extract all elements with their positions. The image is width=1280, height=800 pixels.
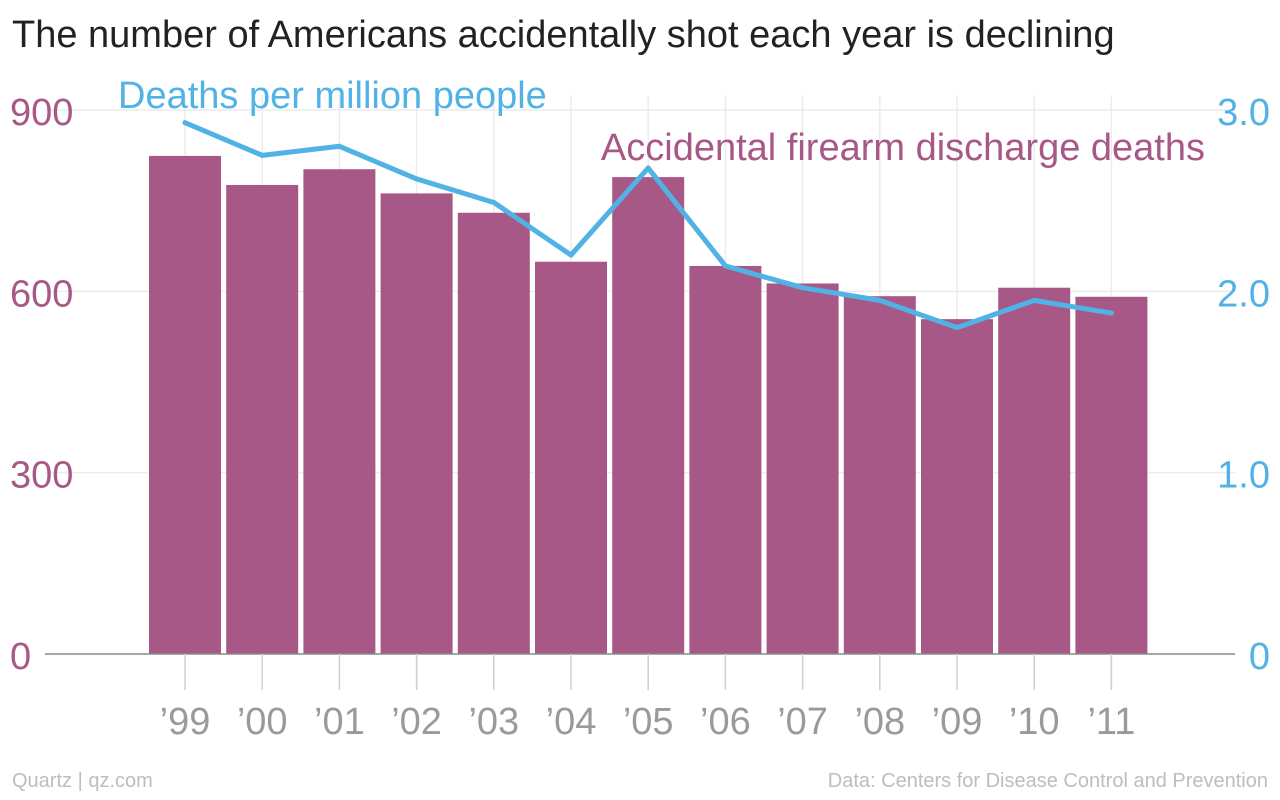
bar [612,177,685,655]
y-axis-left-tick-label: 0 [10,636,31,678]
line-point [800,285,806,291]
x-axis-tick-label: ’10 [1009,701,1060,743]
x-axis-tick-label: ’04 [546,701,597,743]
line-point [414,176,420,182]
line-point [877,297,883,303]
y-axis-right-tick-label: 0 [1249,636,1270,678]
bar [689,265,762,654]
x-axis-tick-label: ’02 [391,701,442,743]
bar-series [149,155,1148,655]
y-axis-left-labels: 0 300 600 900 [10,92,73,678]
line-series [182,120,1114,331]
line-point [336,143,342,149]
x-axis-tick-label: ’06 [700,701,751,743]
y-axis-right-tick-label: 3.0 [1217,92,1270,134]
y-axis-right-tick-label: 1.0 [1217,455,1270,497]
line-point [182,120,188,126]
bar [921,319,993,654]
x-axis-tick-label: ’00 [237,701,288,743]
y-axis-left-tick-label: 300 [10,455,73,497]
bar [535,261,607,654]
x-axis-labels: ’99 ’00 ’01 ’02 ’03 ’04 ’05 ’06 ’07 ’08 ’09 ’10 ’11 [160,701,1136,743]
line-point [259,152,265,158]
line-point [722,263,728,269]
bar [149,155,221,654]
x-axis-tick-label: ’08 [854,701,905,743]
y-axis-left-tick-label: 600 [10,273,73,315]
chart-title: The number of Americans accidentally sho… [12,14,1115,56]
line-point [954,325,960,331]
footer-source: Quartz | qz.com [12,770,153,792]
bar [843,296,916,654]
line-point [1108,310,1114,316]
x-axis-tick-label: ’07 [777,701,828,743]
bar [380,193,453,654]
line-point [645,165,651,171]
y-axis-left-tick-label: 900 [10,92,73,134]
bar [766,283,839,654]
x-axis-ticks [184,654,1113,690]
line-point [1031,297,1037,303]
x-axis-tick-label: ’11 [1087,701,1135,743]
x-axis-tick-label: ’01 [314,701,365,743]
footer-data-credit: Data: Centers for Disease Control and Pr… [827,770,1268,792]
line-point [568,252,574,258]
bar [457,212,530,654]
x-axis-tick-label: ’09 [932,701,983,743]
bar [226,184,299,654]
x-axis-tick-label: ’05 [623,701,674,743]
line-point [491,199,497,205]
bar [998,287,1071,654]
line-series-label: Deaths per million people [118,75,547,117]
y-axis-right-labels: 0 1.0 2.0 3.0 [1217,92,1270,678]
bar-series-label: Accidental firearm discharge deaths [601,127,1205,169]
x-axis-tick-label: ’03 [468,701,519,743]
bar [1075,296,1148,654]
x-axis-tick-label: ’99 [160,701,211,743]
y-axis-right-tick-label: 2.0 [1217,273,1270,315]
bar [303,169,376,655]
